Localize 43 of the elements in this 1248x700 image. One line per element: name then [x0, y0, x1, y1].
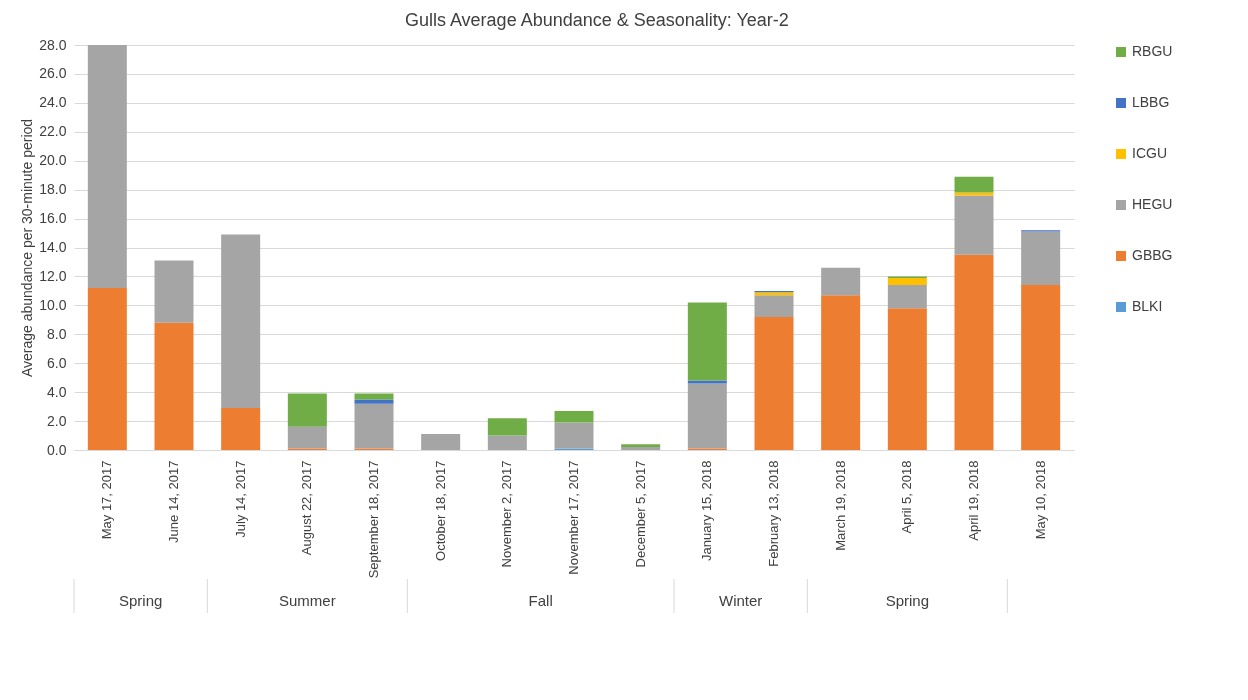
x-tick-label: April 19, 2018 — [966, 460, 981, 541]
legend-label: LBBG — [1132, 94, 1170, 110]
x-tick-label: April 5, 2018 — [899, 460, 915, 534]
x-tick-label: May 17, 2017 — [99, 460, 115, 540]
text: Winter — [718, 592, 763, 609]
legend-label: RBGU — [1132, 43, 1173, 59]
chart-title: Gulls Average Abundance & Seasonality: Year-2 — [404, 10, 789, 30]
y-tick-label: 8.0 — [47, 325, 67, 342]
text: Summer — [278, 592, 336, 609]
x-tick-label: February 13, 2018 — [766, 460, 781, 567]
y-tick-label: 16.0 — [39, 210, 67, 227]
x-tick-label: January 15, 2018 — [699, 460, 715, 561]
x-tick-label: March 19, 2018 — [832, 460, 848, 551]
text: Fall — [528, 592, 553, 609]
x-tick-label: November 2, 2017 — [499, 460, 515, 568]
text: Spring — [885, 592, 930, 609]
legend-label: HEGU — [1132, 196, 1173, 212]
x-tick-label: December 5, 2017 — [632, 460, 648, 568]
y-tick-label: 2.0 — [47, 412, 67, 429]
y-tick-label: 22.0 — [39, 123, 67, 140]
y-tick-label: 28.0 — [39, 36, 67, 53]
x-tick-label: July 14, 2017 — [232, 460, 248, 538]
y-tick-label: 12.0 — [39, 267, 67, 284]
x-tick-label: November 17, 2017 — [566, 460, 581, 575]
x-tick-label: June 14, 2017 — [166, 460, 181, 543]
y-axis-title: Average abundance per 30-minute period — [19, 118, 36, 378]
y-tick-label: 6.0 — [47, 354, 67, 371]
y-tick-label: 24.0 — [39, 94, 67, 111]
legend-label: BLKI — [1132, 298, 1163, 314]
legend-label: ICGU — [1132, 145, 1167, 161]
legend-label: GBBG — [1132, 247, 1173, 263]
text: Spring — [118, 592, 163, 609]
y-tick-label: 26.0 — [39, 65, 67, 82]
y-tick-label: 18.0 — [39, 181, 67, 198]
y-tick-label: 10.0 — [39, 296, 67, 313]
y-tick-label: 4.0 — [47, 383, 67, 400]
x-tick-label: August 22, 2017 — [299, 460, 315, 556]
x-tick-label: May 10, 2018 — [1032, 460, 1048, 540]
x-tick-label: September 18, 2017 — [366, 460, 381, 579]
y-tick-label: 14.0 — [39, 239, 67, 255]
y-tick-label: 20.0 — [39, 152, 67, 169]
y-tick-label: 0.0 — [47, 441, 67, 458]
x-tick-label: October 18, 2017 — [432, 460, 448, 561]
